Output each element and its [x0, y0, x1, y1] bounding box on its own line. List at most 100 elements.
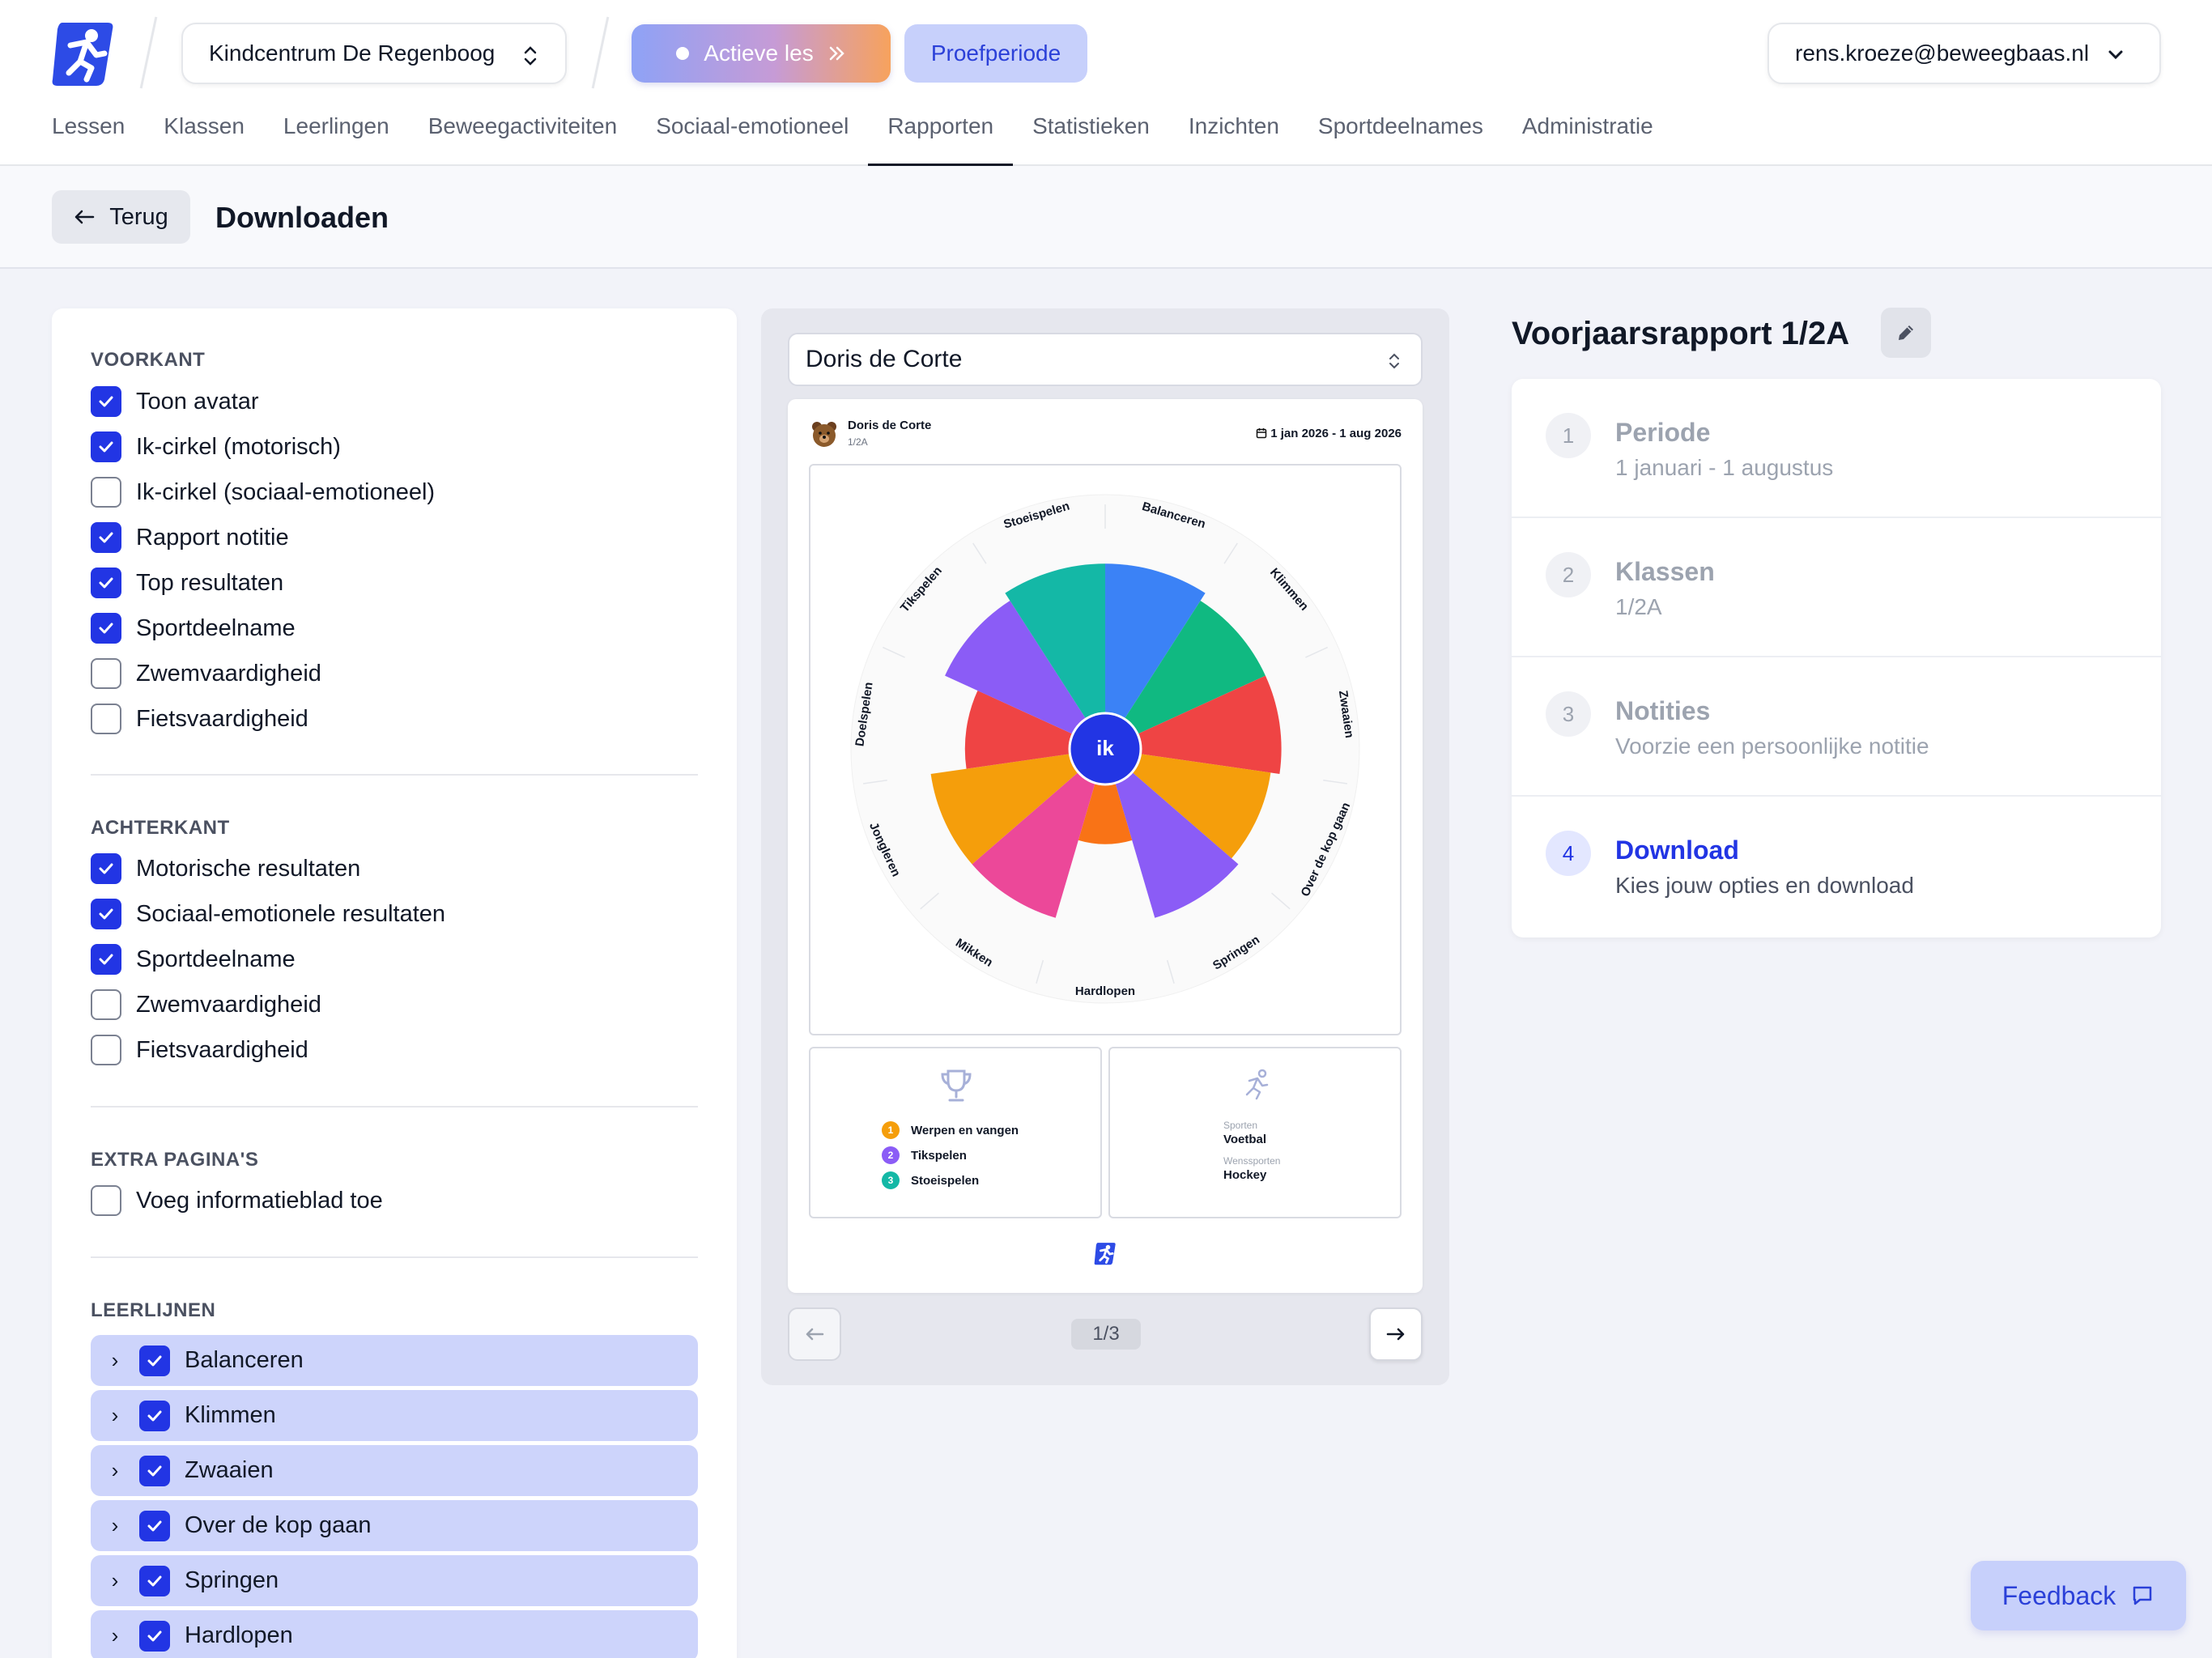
option-fietsvaardigheid[interactable]: Fietsvaardigheid — [91, 704, 308, 734]
trial-period-button[interactable]: Proefperiode — [904, 24, 1087, 83]
checkmark-icon — [147, 1520, 162, 1531]
checkbox[interactable] — [91, 613, 121, 644]
checkbox[interactable] — [139, 1510, 170, 1541]
learning-line-balanceren[interactable]: › Balanceren — [91, 1335, 698, 1386]
options-panel: VOORKANT Toon avatar Ik-cirkel (motorisch)… — [52, 308, 737, 1658]
checkbox[interactable] — [91, 568, 121, 598]
option-fietsvaardigheid[interactable]: Fietsvaardigheid — [91, 1035, 308, 1065]
divider — [91, 1256, 698, 1258]
checkbox[interactable] — [91, 432, 121, 462]
top-result-item: 2 Tikspelen — [882, 1146, 967, 1164]
checkmark-icon — [99, 577, 113, 589]
runner-icon — [1245, 1069, 1269, 1100]
option-sportdeelname[interactable]: Sportdeelname — [91, 613, 296, 644]
option-ik-cirkel-sociaal-emotioneel-[interactable]: Ik-cirkel (sociaal-emotioneel) — [91, 477, 435, 508]
page-footer-logo-icon — [1094, 1243, 1116, 1265]
option-zwemvaardigheid[interactable]: Zwemvaardigheid — [91, 989, 321, 1020]
chevron-right-icon[interactable]: › — [111, 1623, 119, 1647]
wizard-step-periode[interactable]: 1 Periode 1 januari - 1 augustus — [1512, 379, 2161, 518]
bear-avatar-icon — [812, 422, 836, 447]
user-menu[interactable]: rens.kroeze@beweegbaas.nl — [1767, 23, 2161, 84]
nav-item-sociaal-emotioneel[interactable]: Sociaal-emotioneel — [656, 113, 849, 138]
nav-item-administratie[interactable]: Administratie — [1521, 113, 1653, 138]
wish-sports-value: Hockey — [1223, 1168, 1267, 1182]
wizard-step-notities[interactable]: 3 Notities Voorzie een persoonlijke notiti… — [1512, 657, 2161, 797]
checkbox[interactable] — [91, 853, 121, 884]
checkbox[interactable] — [91, 989, 121, 1020]
chevron-right-icon[interactable]: › — [111, 1568, 119, 1592]
trial-period-label: Proefperiode — [930, 40, 1061, 66]
chevron-right-icon[interactable]: › — [111, 1513, 119, 1537]
checkbox[interactable] — [139, 1455, 170, 1486]
option-zwemvaardigheid[interactable]: Zwemvaardigheid — [91, 658, 321, 689]
main-nav: Lessen Klassen Leerlingen Beweegactiviteite… — [52, 113, 1692, 167]
checkbox[interactable] — [139, 1620, 170, 1652]
school-selector[interactable]: Kindcentrum De Regenboog — [181, 23, 567, 84]
double-chevron-right-icon — [829, 46, 844, 61]
checkbox[interactable] — [91, 658, 121, 689]
chevron-right-icon[interactable]: › — [111, 1403, 119, 1427]
chevron-down-icon — [2108, 50, 2123, 60]
option-voeg-informatieblad-toe[interactable]: Voeg informatieblad toe — [91, 1185, 383, 1216]
checkmark-icon — [99, 623, 113, 634]
checkbox[interactable] — [91, 1185, 121, 1216]
step-title: Periode — [1615, 418, 1711, 447]
wheel-divider — [920, 892, 939, 910]
active-lesson-button[interactable]: Actieve les — [632, 24, 891, 83]
section-title-extra: EXTRA PAGINA'S — [91, 1149, 259, 1171]
checkbox[interactable] — [91, 1035, 121, 1065]
nav-item-inzichten[interactable]: Inzichten — [1188, 113, 1279, 138]
option-rapport-notitie[interactable]: Rapport notitie — [91, 522, 289, 553]
option-motorische-resultaten[interactable]: Motorische resultaten — [91, 853, 360, 884]
next-page-button[interactable] — [1369, 1307, 1423, 1361]
checkbox[interactable] — [91, 477, 121, 508]
nav-item-lessen[interactable]: Lessen — [52, 113, 125, 138]
checkbox[interactable] — [91, 386, 121, 417]
step-title: Notities — [1615, 696, 1711, 725]
option-sociaal-emotionele-resultaten[interactable]: Sociaal-emotionele resultaten — [91, 899, 445, 929]
nav-item-leerlingen[interactable]: Leerlingen — [283, 113, 389, 138]
back-button[interactable]: Terug — [52, 190, 190, 244]
learning-line-zwaaien[interactable]: › Zwaaien — [91, 1445, 698, 1496]
user-email: rens.kroeze@beweegbaas.nl — [1795, 40, 2090, 66]
wheel-divider — [972, 542, 987, 564]
checkbox[interactable] — [91, 899, 121, 929]
option-sportdeelname[interactable]: Sportdeelname — [91, 944, 296, 975]
chevron-right-icon[interactable]: › — [111, 1458, 119, 1482]
option-toon-avatar[interactable]: Toon avatar — [91, 386, 259, 417]
step-title: Klassen — [1615, 557, 1715, 586]
option-label: Rapport notitie — [136, 524, 289, 551]
chevron-right-icon[interactable]: › — [111, 1348, 119, 1372]
checkbox[interactable] — [91, 522, 121, 553]
student-selector[interactable]: Doris de Corte — [788, 333, 1423, 386]
nav-item-klassen[interactable]: Klassen — [164, 113, 245, 138]
top-result-label: Werpen en vangen — [911, 1123, 1019, 1137]
nav-item-statistieken[interactable]: Statistieken — [1032, 113, 1150, 138]
learning-line-hardlopen[interactable]: › Hardlopen — [91, 1610, 698, 1658]
app-logo-icon[interactable] — [51, 18, 116, 87]
option-label: Zwemvaardigheid — [136, 660, 321, 687]
learning-line-springen[interactable]: › Springen — [91, 1555, 698, 1606]
learning-line-over-de-kop-gaan[interactable]: › Over de kop gaan — [91, 1500, 698, 1551]
checkbox[interactable] — [139, 1345, 170, 1376]
learning-line-klimmen[interactable]: › Klimmen — [91, 1390, 698, 1441]
option-ik-cirkel-motorisch-[interactable]: Ik-cirkel (motorisch) — [91, 432, 341, 462]
previous-page-button[interactable] — [788, 1307, 841, 1361]
preview-date-range: 1 jan 2026 - 1 aug 2026 — [1256, 427, 1402, 440]
nav-item-beweegactiviteiten[interactable]: Beweegactiviteiten — [428, 113, 618, 138]
wizard-step-download[interactable]: 4 Download Kies jouw opties en download — [1512, 797, 2161, 936]
wizard-step-klassen[interactable]: 2 Klassen 1/2A — [1512, 518, 2161, 657]
nav-item-rapporten[interactable]: Rapporten — [868, 113, 1013, 167]
feedback-button[interactable]: Feedback — [1971, 1561, 2186, 1630]
divider — [91, 774, 698, 776]
checkbox[interactable] — [91, 944, 121, 975]
checkbox[interactable] — [139, 1565, 170, 1596]
edit-title-button[interactable] — [1881, 308, 1931, 358]
wheel-segment-over-de-kop-gaan — [1105, 749, 1271, 859]
subheader: Terug Downloaden — [0, 166, 2212, 269]
nav-item-sportdeelnames[interactable]: Sportdeelnames — [1317, 113, 1483, 138]
checkbox[interactable] — [139, 1400, 170, 1431]
sports-label: Sporten — [1223, 1120, 1258, 1131]
option-top-resultaten[interactable]: Top resultaten — [91, 568, 283, 598]
checkbox[interactable] — [91, 704, 121, 734]
